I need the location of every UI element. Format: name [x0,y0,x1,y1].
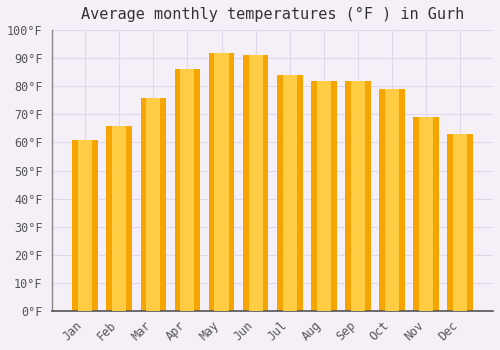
Bar [385,89,399,311]
Bar [311,80,336,311]
Bar [180,69,194,311]
Bar [208,52,234,311]
Bar [282,75,297,311]
Bar [414,117,439,311]
Bar [78,140,92,311]
Bar [106,126,132,311]
Bar [140,98,166,311]
Bar [72,140,98,311]
Bar [419,117,433,311]
Bar [453,134,468,311]
Bar [248,55,262,311]
Bar [379,89,405,311]
Bar [174,69,200,311]
Bar [351,80,365,311]
Bar [146,98,160,311]
Bar [277,75,302,311]
Bar [448,134,473,311]
Title: Average monthly temperatures (°F ) in Gurh: Average monthly temperatures (°F ) in Gu… [81,7,464,22]
Bar [214,52,228,311]
Bar [317,80,331,311]
Bar [345,80,370,311]
Bar [112,126,126,311]
Bar [243,55,268,311]
